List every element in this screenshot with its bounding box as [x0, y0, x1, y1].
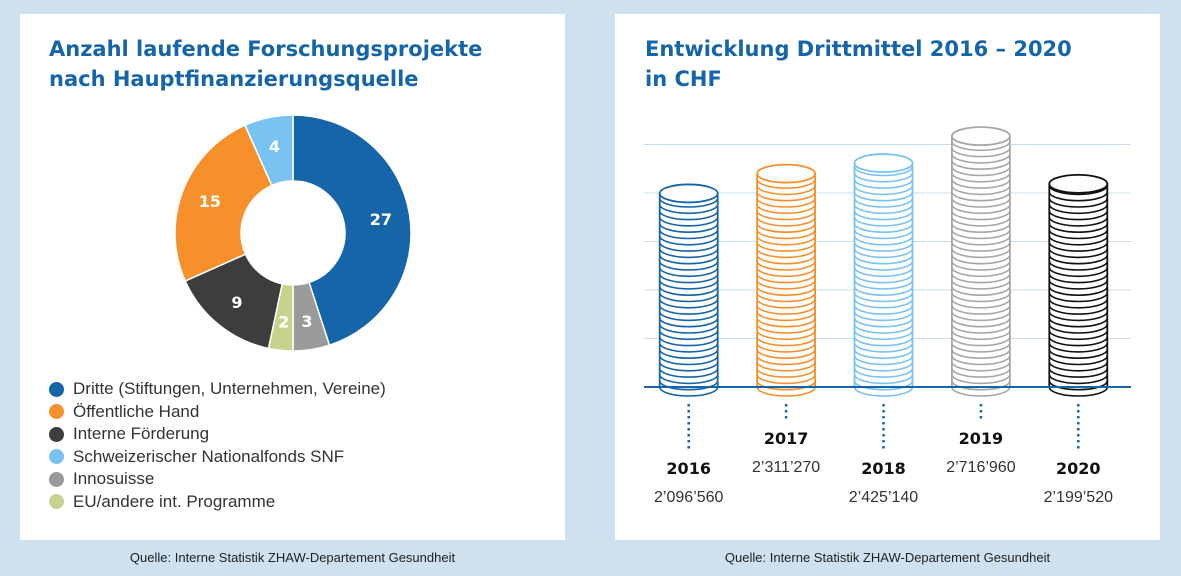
legend-item: Schweizerischer Nationalfonds SNF [49, 446, 386, 469]
donut-slice [174, 124, 273, 282]
year-label: 2017 [764, 429, 809, 448]
donut-slice-label: 3 [301, 312, 312, 331]
legend-swatch [49, 494, 64, 510]
coin-stack-bar [658, 183, 719, 397]
source-note-left: Quelle: Interne Statistik ZHAW-Departeme… [129, 550, 456, 565]
year-label: 2020 [1056, 459, 1101, 478]
value-label: 2’096’560 [654, 489, 724, 506]
year-label: 2016 [666, 459, 711, 478]
coin-chart-title: Entwicklung Drittmittel 2016 – 2020 in C… [645, 34, 1072, 94]
legend-item: Interne Förderung [49, 423, 386, 446]
coin-chart-title-line1: Entwicklung Drittmittel 2016 – 2020 [645, 37, 1072, 61]
coin-stack-bar [853, 153, 914, 397]
value-label: 2’311’270 [752, 459, 820, 476]
legend-swatch [49, 404, 64, 420]
legend-label: EU/andere int. Programme [73, 491, 276, 511]
legend-swatch [49, 449, 64, 465]
value-label: 2’199’520 [1044, 489, 1114, 506]
donut-slice [244, 114, 294, 187]
source-note-right: Quelle: Interne Statistik ZHAW-Departeme… [724, 550, 1051, 565]
legend-item: Innosuisse [49, 468, 386, 491]
donut-chart: 27 32 9 15 4 [174, 114, 412, 352]
donut-chart-panel: Anzahl laufende Forschungsprojekte nach … [20, 14, 565, 540]
coin-stack-bar [1048, 174, 1109, 397]
legend-item: EU/andere int. Programme [49, 491, 386, 514]
donut-chart-title-line2: nach Hauptfinanzierungsquelle [49, 67, 419, 91]
donut-slice-label: 2 [278, 313, 289, 332]
coin-stack-bar [756, 163, 817, 397]
legend-label: Öffentliche Hand [73, 401, 200, 421]
legend-swatch [49, 381, 64, 397]
coin-stack-bar [950, 126, 1011, 397]
legend-swatch [49, 426, 64, 442]
donut-legend: Dritte (Stiftungen, Unternehmen, Vereine… [49, 378, 386, 513]
donut-chart-title-line1: Anzahl laufende Forschungsprojekte [49, 37, 483, 61]
value-label: 2’716’960 [946, 459, 1016, 476]
donut-slice-label: 9 [231, 293, 242, 312]
legend-item: Dritte (Stiftungen, Unternehmen, Vereine… [49, 378, 386, 401]
legend-label: Dritte (Stiftungen, Unternehmen, Vereine… [73, 379, 386, 398]
donut-slice-label: 4 [269, 137, 280, 156]
donut-slice-label: 15 [199, 192, 221, 211]
coin-stack-chart: 2016 2’096’560 2017 2’311’270 2018 2’425’140 2… [644, 126, 1131, 506]
legend-label: Innosuisse [73, 469, 155, 488]
coin-chart-panel: Entwicklung Drittmittel 2016 – 2020 in C… [615, 14, 1160, 540]
legend-item: Öffentliche Hand [49, 401, 386, 424]
donut-slice [292, 114, 412, 347]
donut-slice-label: 27 [370, 210, 392, 229]
donut-chart-title: Anzahl laufende Forschungsprojekte nach … [49, 34, 482, 94]
legend-label: Schweizerischer Nationalfonds SNF [73, 446, 345, 466]
value-label: 2’425’140 [849, 489, 919, 506]
legend-label: Interne Förderung [73, 424, 210, 443]
coin-chart-title-line2: in CHF [645, 67, 722, 91]
legend-swatch [49, 471, 64, 487]
year-label: 2018 [861, 459, 906, 478]
year-label: 2019 [959, 429, 1004, 448]
